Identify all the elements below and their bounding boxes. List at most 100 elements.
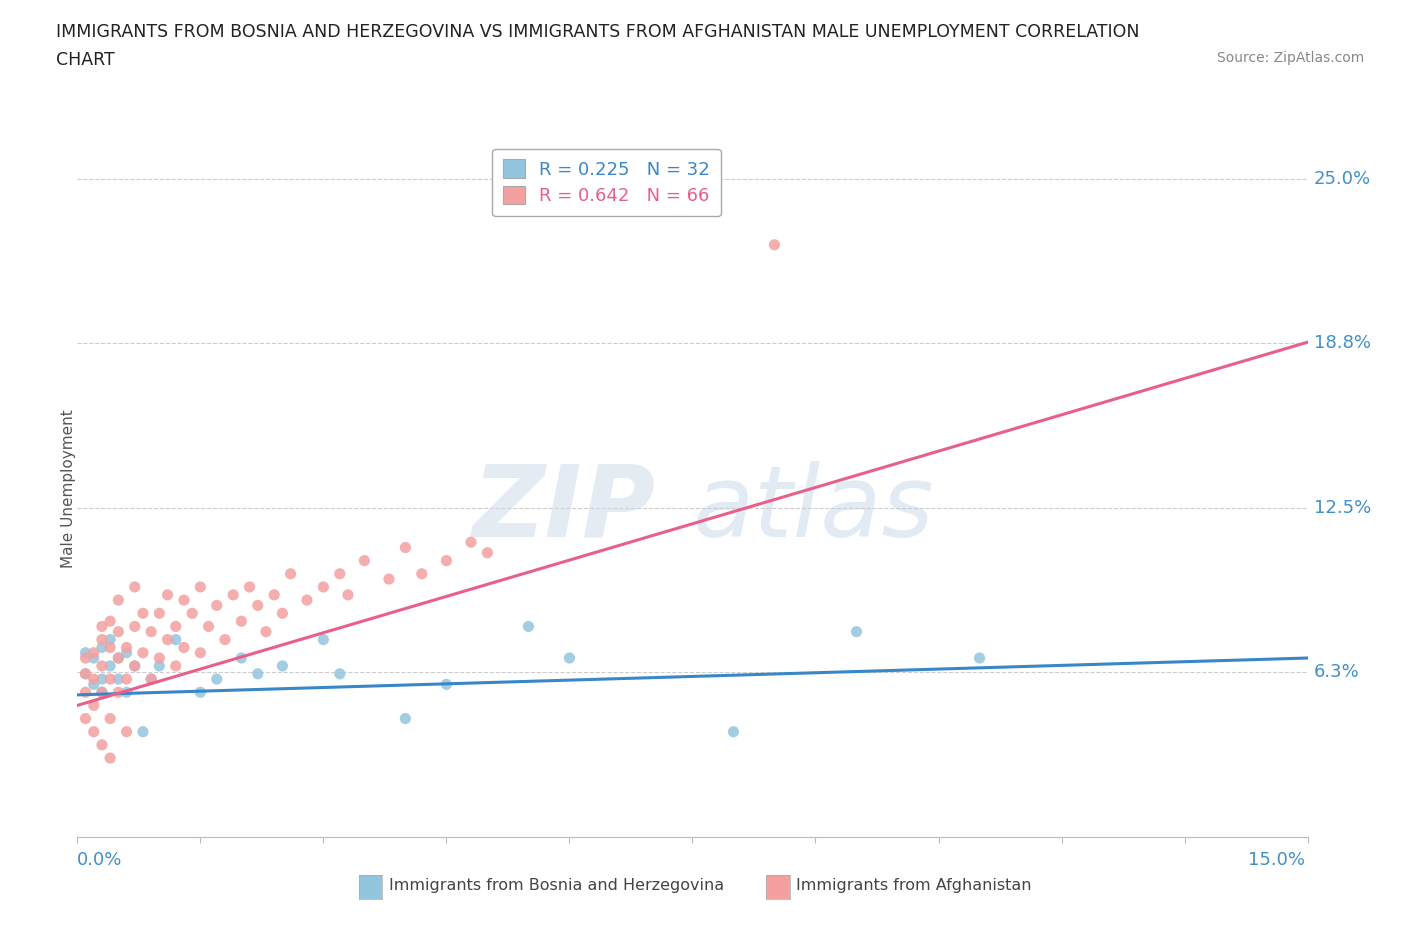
Point — [205, 598, 228, 613]
Point — [295, 592, 318, 607]
Text: CHART: CHART — [56, 51, 115, 69]
Point — [75, 711, 97, 726]
Point — [75, 684, 97, 699]
Point — [124, 658, 146, 673]
Text: ZIP: ZIP — [472, 460, 655, 558]
Point — [517, 619, 540, 634]
Point — [246, 667, 269, 682]
Point — [763, 237, 786, 252]
Point — [132, 724, 155, 739]
Point — [98, 751, 121, 765]
Text: 15.0%: 15.0% — [1247, 851, 1305, 869]
Legend: R = 0.225   N = 32, R = 0.642   N = 66: R = 0.225 N = 32, R = 0.642 N = 66 — [492, 149, 721, 216]
Text: Immigrants from Afghanistan: Immigrants from Afghanistan — [796, 878, 1031, 893]
Point — [83, 698, 105, 712]
Point — [107, 651, 129, 666]
Point — [188, 684, 212, 699]
Point — [436, 553, 458, 568]
Point — [156, 632, 179, 647]
Point — [141, 624, 163, 639]
Point — [246, 598, 269, 613]
Text: 12.5%: 12.5% — [1313, 499, 1371, 517]
Point — [115, 724, 138, 739]
Point — [90, 684, 114, 699]
Text: Source: ZipAtlas.com: Source: ZipAtlas.com — [1216, 51, 1364, 65]
Point — [124, 579, 146, 594]
Point — [460, 535, 482, 550]
Point — [378, 572, 401, 587]
Point — [90, 619, 114, 634]
Point — [477, 545, 499, 560]
Point — [394, 540, 416, 555]
Point — [98, 671, 121, 686]
Point — [148, 658, 170, 673]
Point — [239, 579, 262, 594]
Point — [90, 737, 114, 752]
Point — [90, 684, 114, 699]
Text: 25.0%: 25.0% — [1313, 170, 1371, 188]
Point — [394, 711, 416, 726]
Point — [558, 651, 581, 666]
Point — [411, 566, 433, 581]
Point — [231, 651, 253, 666]
Point — [75, 667, 97, 682]
Point — [75, 651, 97, 666]
Point — [280, 566, 302, 581]
Point — [329, 667, 352, 682]
Point — [98, 614, 121, 629]
Point — [141, 671, 163, 686]
Point — [98, 711, 121, 726]
Point — [197, 619, 219, 634]
Point — [254, 624, 277, 639]
Point — [107, 684, 129, 699]
Point — [83, 671, 105, 686]
Point — [312, 632, 335, 647]
Point — [436, 677, 458, 692]
Point — [75, 645, 97, 660]
Y-axis label: Male Unemployment: Male Unemployment — [62, 409, 76, 567]
Point — [83, 724, 105, 739]
Point — [165, 619, 187, 634]
Point — [107, 651, 129, 666]
Point — [115, 671, 138, 686]
Point — [124, 658, 146, 673]
Point — [263, 588, 285, 603]
Point — [83, 651, 105, 666]
Point — [115, 645, 138, 660]
Point — [353, 553, 375, 568]
Point — [312, 579, 335, 594]
Point — [83, 645, 105, 660]
Point — [83, 677, 105, 692]
Text: 6.3%: 6.3% — [1313, 663, 1360, 682]
Point — [969, 651, 991, 666]
Point — [271, 605, 294, 620]
Point — [723, 724, 745, 739]
Point — [271, 658, 294, 673]
Point — [107, 671, 129, 686]
Point — [165, 632, 187, 647]
Text: atlas: atlas — [693, 460, 934, 558]
Point — [90, 632, 114, 647]
Point — [205, 671, 228, 686]
Point — [165, 658, 187, 673]
Point — [75, 667, 97, 682]
Point — [231, 614, 253, 629]
Point — [188, 645, 212, 660]
Point — [173, 640, 195, 655]
Point — [115, 684, 138, 699]
Point — [148, 651, 170, 666]
Point — [188, 579, 212, 594]
Point — [90, 671, 114, 686]
Point — [98, 658, 121, 673]
Text: 0.0%: 0.0% — [77, 851, 122, 869]
Point — [156, 588, 179, 603]
Point — [337, 588, 360, 603]
Point — [148, 605, 170, 620]
Point — [132, 645, 155, 660]
Point — [124, 619, 146, 634]
Point — [329, 566, 352, 581]
Point — [107, 592, 129, 607]
Point — [141, 671, 163, 686]
Text: Immigrants from Bosnia and Herzegovina: Immigrants from Bosnia and Herzegovina — [389, 878, 724, 893]
Point — [98, 632, 121, 647]
